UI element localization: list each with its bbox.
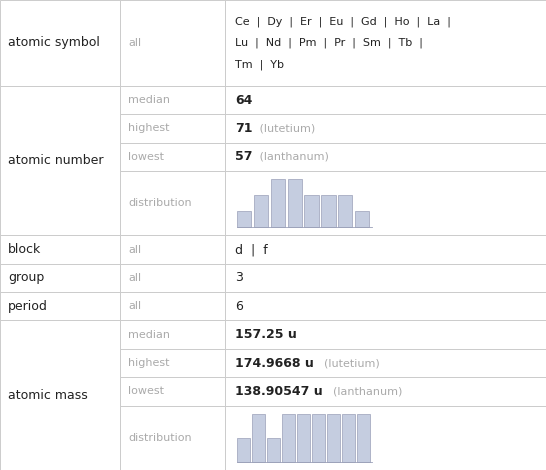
Bar — [288, 179, 302, 227]
Bar — [120, 406, 225, 470]
Bar — [254, 195, 268, 227]
Text: period: period — [8, 300, 48, 313]
Text: distribution: distribution — [128, 198, 192, 208]
Text: d  |  f: d | f — [235, 243, 268, 256]
Text: 6: 6 — [235, 300, 243, 313]
Bar — [225, 142, 546, 171]
Bar — [267, 438, 280, 462]
Bar — [120, 292, 225, 321]
Text: all: all — [128, 38, 141, 48]
Bar — [237, 438, 250, 462]
Bar — [282, 414, 295, 462]
Text: distribution: distribution — [128, 433, 192, 443]
Text: lowest: lowest — [128, 386, 164, 396]
Text: (lanthanum): (lanthanum) — [256, 152, 328, 162]
Text: highest: highest — [128, 124, 169, 133]
Text: median: median — [128, 329, 170, 340]
Bar — [120, 264, 225, 292]
Text: atomic mass: atomic mass — [8, 389, 88, 402]
Bar — [225, 114, 546, 142]
Bar — [252, 414, 265, 462]
Bar — [120, 349, 225, 377]
Text: 138.90547 u: 138.90547 u — [235, 385, 323, 398]
Bar — [225, 235, 546, 264]
Bar — [321, 195, 336, 227]
Bar — [225, 264, 546, 292]
Text: highest: highest — [128, 358, 169, 368]
Bar — [0, 292, 120, 321]
Bar — [120, 142, 225, 171]
Bar — [312, 414, 325, 462]
Bar — [225, 377, 546, 406]
Text: median: median — [128, 95, 170, 105]
Text: all: all — [128, 273, 141, 283]
Text: 71: 71 — [235, 122, 252, 135]
Bar — [225, 349, 546, 377]
Bar — [0, 321, 120, 470]
Bar — [120, 377, 225, 406]
Bar — [338, 195, 352, 227]
Text: atomic symbol: atomic symbol — [8, 37, 100, 49]
Text: Lu  |  Nd  |  Pm  |  Pr  |  Sm  |  Tb  |: Lu | Nd | Pm | Pr | Sm | Tb | — [235, 38, 423, 48]
Bar — [0, 235, 120, 264]
Bar — [225, 406, 546, 470]
Text: block: block — [8, 243, 41, 256]
Bar — [225, 292, 546, 321]
Bar — [355, 212, 369, 227]
Text: lowest: lowest — [128, 152, 164, 162]
Text: 64: 64 — [235, 94, 252, 107]
Text: all: all — [128, 244, 141, 255]
Bar — [120, 321, 225, 349]
Text: (lutetium): (lutetium) — [256, 124, 314, 133]
Bar — [0, 264, 120, 292]
Bar — [357, 414, 370, 462]
Bar — [225, 171, 546, 235]
Bar — [225, 86, 546, 114]
Bar — [305, 195, 319, 227]
Bar — [0, 86, 120, 235]
Text: all: all — [128, 301, 141, 311]
Bar — [120, 114, 225, 142]
Bar — [120, 171, 225, 235]
Bar — [342, 414, 354, 462]
Bar — [271, 179, 285, 227]
Text: group: group — [8, 272, 44, 284]
Text: (lanthanum): (lanthanum) — [325, 386, 402, 396]
Text: atomic number: atomic number — [8, 154, 104, 167]
Bar — [237, 212, 251, 227]
Bar — [225, 321, 546, 349]
Text: 3: 3 — [235, 272, 243, 284]
Text: Tm  |  Yb: Tm | Yb — [235, 59, 284, 70]
Bar — [120, 0, 225, 86]
Bar — [297, 414, 310, 462]
Text: Ce  |  Dy  |  Er  |  Eu  |  Gd  |  Ho  |  La  |: Ce | Dy | Er | Eu | Gd | Ho | La | — [235, 16, 451, 27]
Text: (lutetium): (lutetium) — [317, 358, 379, 368]
Bar — [0, 0, 120, 86]
Bar — [327, 414, 340, 462]
Bar — [120, 235, 225, 264]
Bar — [120, 86, 225, 114]
Text: 174.9668 u: 174.9668 u — [235, 357, 314, 369]
Bar — [225, 0, 546, 86]
Text: 57: 57 — [235, 150, 252, 163]
Text: 157.25 u: 157.25 u — [235, 328, 296, 341]
